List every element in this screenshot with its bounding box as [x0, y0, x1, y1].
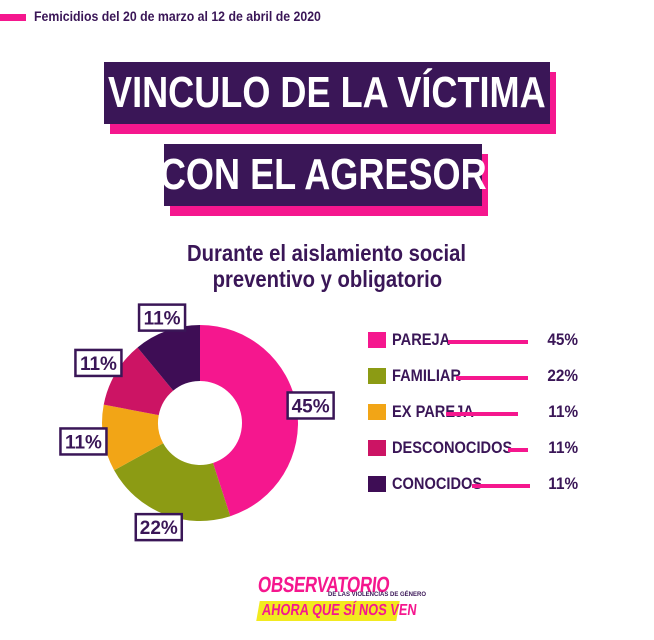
- legend-swatch: [368, 476, 386, 492]
- description-line2: preventivo y obligatorio: [212, 266, 442, 292]
- period-caption: Femicidios del 20 de marzo al 12 de abri…: [34, 8, 321, 24]
- donut-slice-desconocidos: [103, 347, 174, 416]
- legend-connector-line: [446, 412, 518, 416]
- observatorio-logo: OBSERVATORIO DE LAS VIOLENCIAS DE GÉNERO…: [256, 572, 426, 624]
- label-box: [59, 427, 108, 456]
- donut-chart: 45% 22% 11% 11% 11%: [59, 303, 335, 542]
- legend-item-desconocidos: DESCONOCIDOS 11%: [368, 438, 578, 458]
- legend-item-ex-pareja: EX PAREJA 11%: [368, 402, 578, 422]
- donut-label-conocidos: 11%: [137, 303, 187, 332]
- legend-label: EX PAREJA: [392, 402, 474, 421]
- label-box: [286, 391, 335, 420]
- legend-swatch: [368, 404, 386, 420]
- donut-slice-ex-pareja: [101, 404, 164, 471]
- title-line1-box: VINCULO DE LA VÍCTIMA: [104, 62, 550, 124]
- legend-swatch: [368, 368, 386, 384]
- legend-item-conocidos: CONOCIDOS 11%: [368, 474, 578, 494]
- donut-label-familiar: 22%: [134, 512, 184, 542]
- legend-value: 11%: [548, 438, 578, 457]
- legend-label: PAREJA: [392, 330, 451, 349]
- legend-value: 11%: [548, 474, 578, 493]
- legend-item-familiar: FAMILIAR 22%: [368, 366, 578, 386]
- logo-slogan: AHORA QUE SÍ NOS VEN: [261, 602, 418, 619]
- label-text: 11%: [65, 432, 102, 453]
- legend-swatch: [368, 332, 386, 348]
- donut-slice-conocidos: [137, 325, 200, 391]
- legend-label: CONOCIDOS: [392, 474, 483, 493]
- legend-value: 22%: [547, 366, 578, 385]
- page-title-line1: VINCULO DE LA VÍCTIMA: [108, 68, 546, 117]
- label-text: 22%: [140, 518, 178, 539]
- legend-value: 11%: [548, 402, 578, 421]
- donut-label-pareja: 45%: [286, 391, 335, 420]
- logo-subtitle: DE LAS VIOLENCIAS DE GÉNERO: [328, 592, 427, 598]
- legend-value: 45%: [547, 330, 578, 349]
- label-box: [134, 512, 184, 542]
- legend-item-pareja: PAREJA 45%: [368, 330, 578, 350]
- donut-slice-familiar: [114, 443, 231, 521]
- header-accent-bar: [0, 14, 26, 21]
- donut-label-ex-pareja: 11%: [59, 427, 108, 456]
- label-text: 11%: [80, 354, 117, 375]
- legend-connector-line: [472, 484, 530, 488]
- label-text: 45%: [292, 396, 330, 417]
- legend-label: DESCONOCIDOS: [392, 438, 513, 457]
- legend-swatch: [368, 440, 386, 456]
- description-line1: Durante el aislamiento social: [187, 240, 467, 266]
- legend-label: FAMILIAR: [392, 366, 462, 385]
- legend-connector-line: [508, 448, 528, 452]
- title-line2-box: CON EL AGRESOR: [160, 144, 486, 206]
- donut-slice-pareja: [200, 325, 298, 517]
- page-title-line2: CON EL AGRESOR: [159, 150, 487, 199]
- label-box: [137, 303, 187, 332]
- donut-label-desconocidos: 11%: [74, 348, 123, 378]
- label-box: [74, 348, 123, 378]
- label-text: 11%: [144, 309, 181, 330]
- legend-connector-line: [456, 376, 528, 380]
- legend-connector-line: [448, 340, 528, 344]
